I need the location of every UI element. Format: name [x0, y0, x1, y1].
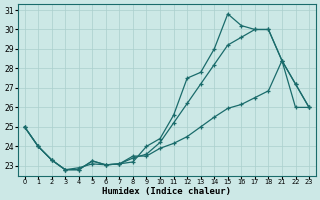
X-axis label: Humidex (Indice chaleur): Humidex (Indice chaleur): [102, 187, 231, 196]
